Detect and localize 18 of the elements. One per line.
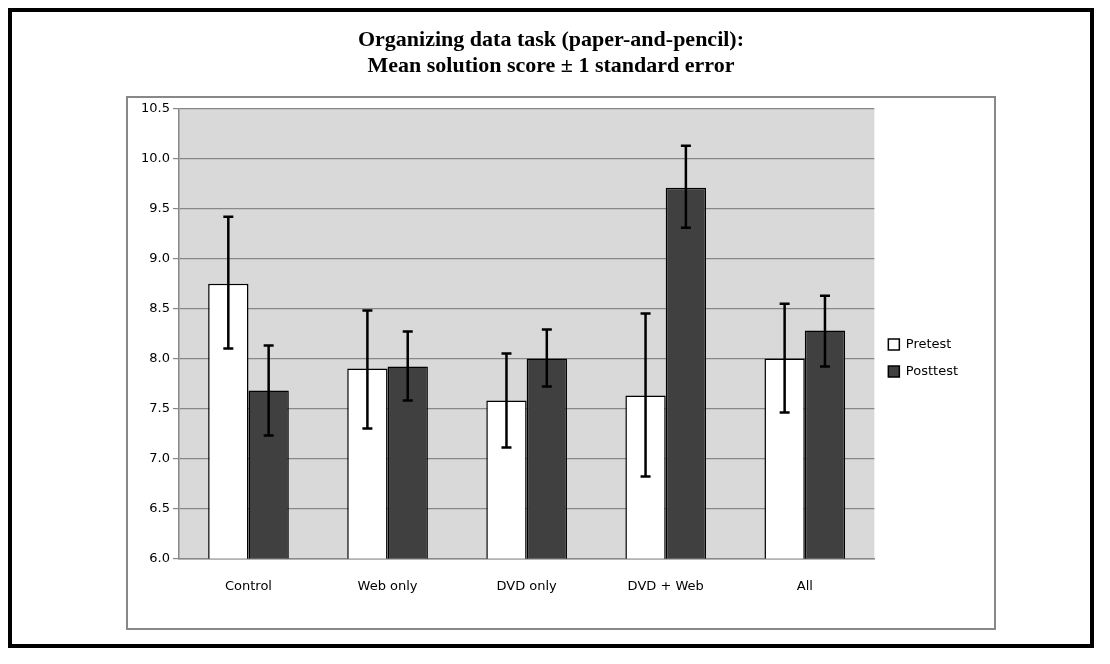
y-tick-label: 7.5 (149, 399, 170, 415)
y-tick-label: 8.5 (149, 300, 170, 315)
y-tick-label: 10.0 (140, 150, 170, 166)
x-tick-label: Control (224, 577, 272, 593)
chart-title: Organizing data task (paper-and-pencil): Mean solution score ± 1 standard error (357, 26, 745, 78)
x-tick-label: All (796, 577, 813, 593)
x-tick-label: DVD + Web (627, 577, 704, 593)
y-tick-label: 9.5 (149, 200, 170, 216)
legend-label: Posttest (905, 362, 959, 378)
legend-label: Pretest (905, 335, 952, 351)
y-tick-label: 9.0 (149, 250, 170, 266)
x-tick-label: DVD only (496, 577, 558, 593)
x-tick-label: Web only (357, 577, 418, 593)
y-tick-label: 7.0 (149, 449, 170, 465)
y-tick-label: 6.0 (149, 549, 170, 565)
y-tick-label: 10.5 (140, 100, 170, 116)
y-tick-label: 8.0 (149, 349, 170, 365)
y-tick-label: 6.5 (149, 499, 170, 515)
